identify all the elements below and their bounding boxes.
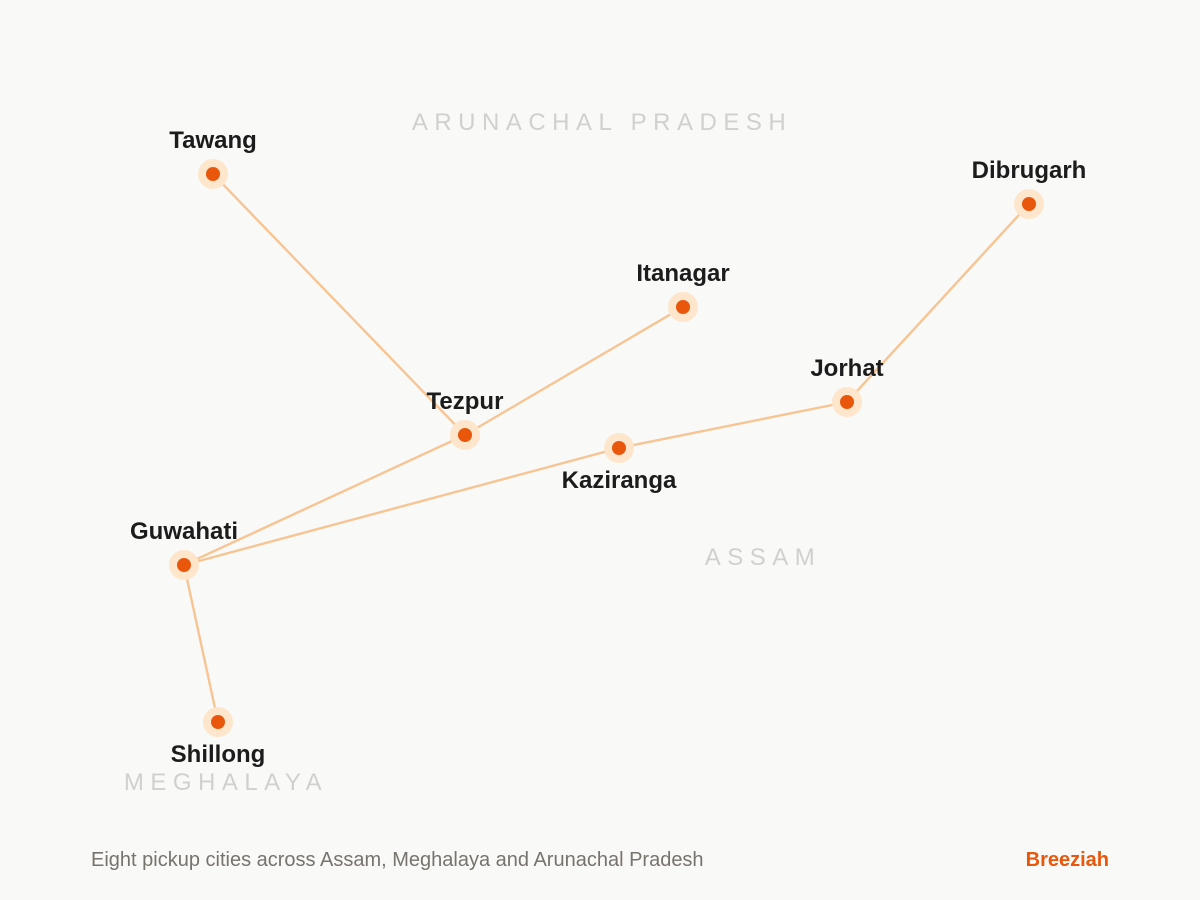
city-marker-kaziranga[interactable] bbox=[604, 433, 634, 463]
city-marker-dot bbox=[211, 715, 225, 729]
city-label-itanagar: Itanagar bbox=[636, 260, 729, 287]
route-guwahati-shillong bbox=[182, 564, 220, 723]
city-label-tezpur: Tezpur bbox=[427, 388, 504, 415]
city-marker-dot bbox=[206, 167, 220, 181]
region-label-meghalaya: MEGHALAYA bbox=[124, 769, 328, 796]
city-label-guwahati: Guwahati bbox=[130, 518, 238, 545]
city-marker-tawang[interactable] bbox=[198, 159, 228, 189]
city-marker-dot bbox=[676, 300, 690, 314]
city-label-dibrugarh: Dibrugarh bbox=[972, 157, 1087, 184]
city-marker-dibrugarh[interactable] bbox=[1014, 189, 1044, 219]
city-marker-dot bbox=[840, 395, 854, 409]
city-marker-guwahati[interactable] bbox=[169, 550, 199, 580]
city-label-shillong: Shillong bbox=[171, 741, 266, 768]
city-marker-dot bbox=[612, 441, 626, 455]
city-label-kaziranga: Kaziranga bbox=[562, 467, 677, 494]
city-marker-dot bbox=[1022, 197, 1036, 211]
city-marker-dot bbox=[177, 558, 191, 572]
route-guwahati-tezpur bbox=[183, 433, 466, 567]
route-tezpur-itanagar bbox=[464, 305, 684, 437]
route-guwahati-kaziranga bbox=[183, 446, 620, 567]
city-marker-jorhat[interactable] bbox=[832, 387, 862, 417]
region-label-arunachal-pradesh: ARUNACHAL PRADESH bbox=[412, 109, 792, 136]
city-marker-shillong[interactable] bbox=[203, 707, 233, 737]
routes-layer bbox=[182, 173, 1030, 723]
brand-name[interactable]: Breeziah bbox=[1025, 849, 1109, 871]
route-kaziranga-jorhat bbox=[618, 400, 848, 450]
city-marker-tezpur[interactable] bbox=[450, 420, 480, 450]
city-marker-itanagar[interactable] bbox=[668, 292, 698, 322]
region-label-assam: ASSAM bbox=[705, 544, 822, 571]
route-tezpur-tawang bbox=[212, 173, 466, 436]
route-jorhat-dibrugarh bbox=[846, 203, 1030, 403]
city-label-tawang: Tawang bbox=[169, 127, 257, 154]
map-caption: Eight pickup cities across Assam, Meghal… bbox=[91, 849, 704, 871]
city-label-jorhat: Jorhat bbox=[810, 355, 883, 382]
city-marker-dot bbox=[458, 428, 472, 442]
